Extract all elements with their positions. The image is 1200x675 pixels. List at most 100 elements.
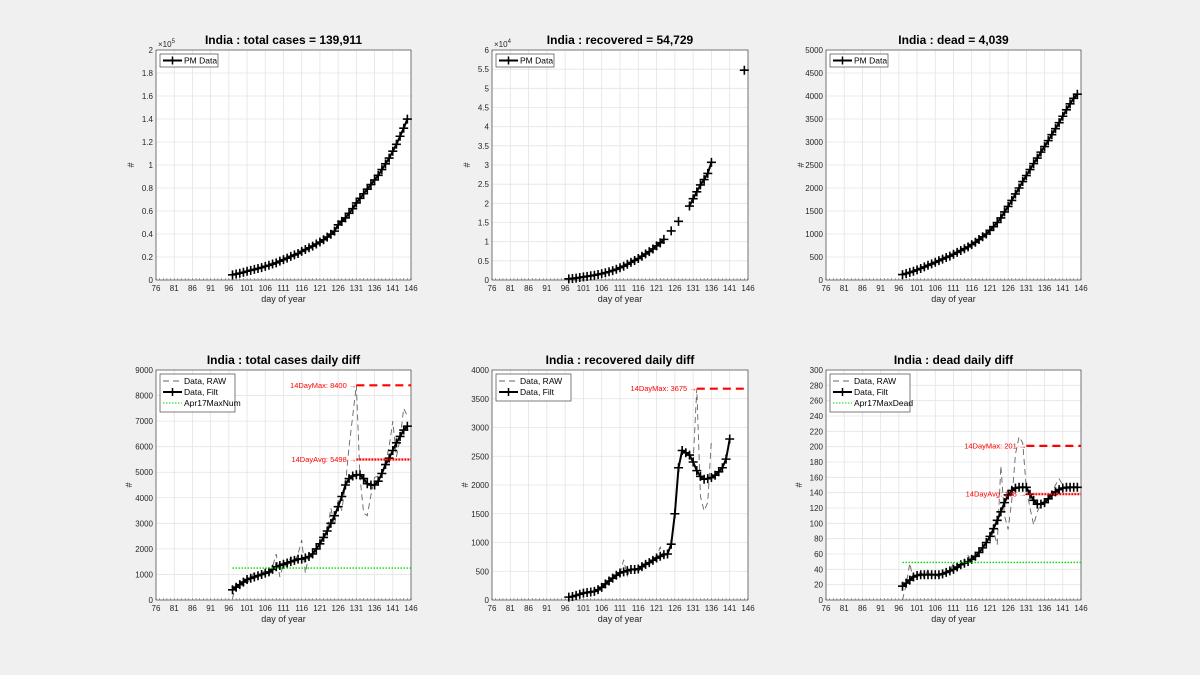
y-tick-label: 220 [810, 427, 824, 436]
x-tick-label: 121 [313, 604, 327, 613]
x-tick-label: 76 [822, 284, 831, 293]
data-point-marker [402, 421, 412, 431]
data-point-marker [315, 539, 325, 549]
legend-box [495, 53, 555, 68]
y-tick-label: 8000 [135, 392, 153, 401]
legend: PM Data [159, 53, 219, 68]
y-tick-label: 500 [810, 253, 824, 262]
y-tick-label: 1000 [805, 230, 823, 239]
y-tick-label: 3 [485, 161, 490, 170]
y-axis-label: # [462, 162, 472, 167]
x-axis-label: day of year [598, 294, 643, 304]
x-tick-label: 91 [542, 284, 551, 293]
y-tick-label: 500 [476, 567, 490, 576]
y-tick-label: 0.6 [142, 207, 154, 216]
x-tick-label: 146 [1074, 604, 1088, 613]
y-tick-label: 1.2 [142, 138, 154, 147]
y-tick-label: 160 [810, 473, 824, 482]
x-tick-label: 136 [368, 284, 382, 293]
x-axis-label: day of year [931, 614, 976, 624]
data-point-marker [688, 194, 698, 204]
x-tick-label: 91 [206, 284, 215, 293]
x-tick-label: 121 [650, 284, 664, 293]
data-point-marker [1000, 207, 1009, 217]
data-point-marker [381, 460, 390, 470]
data-point-marker [377, 165, 387, 175]
x-tick-label: 141 [386, 284, 400, 293]
chart-title: India : total cases = 139,911 [205, 33, 362, 47]
data-point-marker [391, 438, 401, 448]
x-tick-label: 116 [965, 284, 978, 293]
data-point-marker [1043, 136, 1053, 146]
legend: PM Data [829, 53, 889, 68]
x-tick-label: 106 [929, 284, 943, 293]
x-tick-label: 76 [152, 604, 161, 613]
x-tick-label: 116 [295, 604, 308, 613]
data-point-marker [1010, 189, 1020, 199]
x-tick-label: 76 [822, 604, 831, 613]
data-point-marker [666, 539, 676, 549]
x-tick-label: 141 [723, 604, 737, 613]
y-tick-label: 100 [810, 519, 824, 528]
x-tick-label: 86 [524, 604, 533, 613]
data-point-marker [663, 549, 673, 559]
x-tick-label: 136 [705, 284, 719, 293]
y-tick-label: 1.4 [142, 115, 154, 124]
y-tick-label: 4.5 [478, 104, 490, 113]
data-point-marker [1007, 195, 1017, 205]
x-tick-label: 126 [668, 284, 682, 293]
y-tick-label: 3500 [471, 395, 489, 404]
x-tick-label: 96 [561, 604, 570, 613]
y-tick-label: 6 [485, 46, 490, 55]
y-tick-label: 80 [814, 535, 823, 544]
legend-marker [838, 388, 847, 396]
data-point-marker [721, 454, 731, 464]
reference-line-label: 14DayAvg: 138 → [966, 490, 1027, 499]
data-point-marker [992, 515, 1002, 525]
x-tick-label: 136 [1038, 604, 1052, 613]
y-tick-label: 4000 [805, 92, 823, 101]
legend-entry: Data, Filt [520, 387, 555, 397]
y-tick-label: 120 [810, 504, 824, 513]
axes-frame [155, 369, 412, 601]
data-point-marker [1018, 177, 1028, 187]
data-point-marker [1003, 490, 1013, 500]
y-tick-label: 1500 [805, 207, 823, 216]
y-tick-label: 3000 [805, 138, 823, 147]
y-tick-label: 0.4 [142, 230, 154, 239]
y-tick-label: 180 [810, 458, 824, 467]
x-tick-label: 86 [858, 284, 867, 293]
x-tick-label: 96 [894, 604, 903, 613]
legend-entry: Data, Filt [184, 387, 219, 397]
data-point-marker [399, 123, 409, 133]
x-tick-label: 111 [614, 284, 627, 293]
data-point-marker [1003, 201, 1013, 211]
y-tick-label: 1000 [135, 570, 153, 579]
axes-frame [155, 49, 412, 281]
x-tick-label: 101 [577, 604, 591, 613]
y-tick-label: 0 [819, 276, 824, 285]
y-tick-label: 4500 [805, 69, 823, 78]
y-tick-label: 0.5 [478, 257, 490, 266]
subplot-2: 76 81 86 91 96 101 106 111 116 121 126 131 136 141 146… [462, 33, 755, 304]
data-point-marker [359, 474, 369, 484]
x-tick-label: 141 [1056, 284, 1070, 293]
x-tick-label: 116 [632, 284, 645, 293]
x-tick-label: 111 [277, 284, 290, 293]
x-tick-label: 141 [386, 604, 400, 613]
y-tick-label: 0 [149, 596, 154, 605]
x-tick-label: 96 [224, 284, 233, 293]
y-tick-label: 2000 [135, 545, 153, 554]
data-point-marker [330, 226, 339, 236]
y-tick-label: 1 [149, 161, 154, 170]
x-tick-label: 121 [313, 284, 327, 293]
data-point-marker [395, 431, 405, 441]
legend-marker [168, 56, 177, 65]
x-tick-label: 126 [1001, 604, 1015, 613]
data-point-marker [674, 463, 684, 473]
data-point-marker [362, 184, 372, 194]
data-point-marker [1058, 111, 1068, 121]
data-point-marker [340, 213, 350, 223]
y-tick-label: 20 [814, 581, 823, 590]
